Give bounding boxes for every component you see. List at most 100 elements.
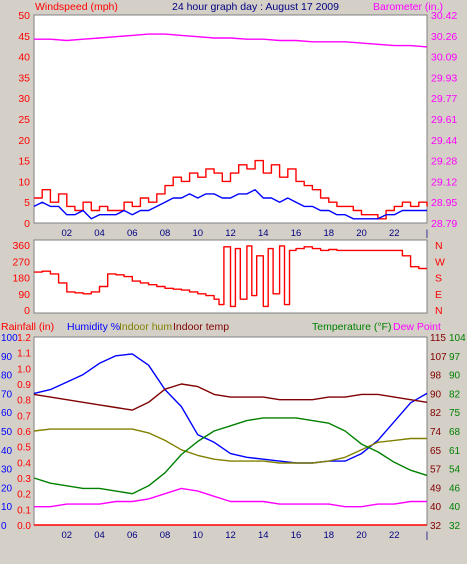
barometer-line	[34, 33, 428, 48]
rainfall-tick-label: 0.5	[17, 443, 31, 454]
windspeed-tick-label: 25	[18, 114, 30, 126]
barometer-tick-label: 28.79	[431, 218, 457, 230]
panel-wind-plot-area	[33, 14, 428, 224]
panel-wind-barometer: Windspeed (mph) 24 hour graph day : Augu…	[18, 1, 457, 239]
humidity-tick-label: 40	[1, 446, 13, 457]
humidity-tick-label: 0	[1, 521, 7, 532]
temperature-axis-label: Temperature (°F)	[312, 321, 391, 333]
x-tick-label: 20	[356, 530, 367, 541]
rainfall-tick-label: 0.9	[17, 380, 31, 391]
x-tick-label: 22	[389, 228, 400, 239]
x-tick-label: 18	[323, 228, 334, 239]
indoor-temp-tick-label: 90	[430, 389, 442, 400]
humidity-line	[33, 353, 428, 464]
x-tick-label: 06	[127, 530, 138, 541]
humidity-axis-label: Humidity %	[67, 321, 120, 333]
barometer-tick-label: 28.95	[431, 197, 457, 209]
windspeed-tick-label: 5	[24, 197, 30, 209]
temperature-tick-label: 54	[449, 465, 461, 476]
windspeed-tick-label: 15	[18, 156, 30, 168]
indoor-temp-axis-label: Indoor temp	[173, 321, 229, 333]
indoor-temp-tick-label: 40	[430, 502, 442, 513]
temperature-tick-label: 104	[449, 333, 466, 344]
windspeed-line	[34, 159, 428, 220]
humidity-tick-label: 50	[1, 427, 13, 438]
direction-tick-labels: 360 270 180 90 0	[12, 240, 30, 317]
indoor-temp-tick-label: 98	[430, 371, 442, 382]
x-tick-label: 22	[389, 530, 400, 541]
humidity-tick-label: 70	[1, 389, 13, 400]
chart-title: 24 hour graph day : August 17 2009	[172, 1, 339, 13]
temperature-tick-label: 40	[449, 502, 461, 513]
barometer-axis-label: Barometer (in.)	[373, 1, 443, 13]
panel-temp-x-tick-labels: 02 04 06 08 10 12 14 16 18 20 22 |	[61, 530, 428, 541]
x-tick-label: 12	[225, 228, 236, 239]
x-tick-label: 18	[323, 530, 334, 541]
indoor-temp-tick-label: 65	[430, 446, 442, 457]
windspeed-tick-label: 20	[18, 135, 30, 147]
indoor-hum-axis-label: Indoor hum	[119, 321, 172, 333]
humidity-tick-label: 100	[1, 333, 18, 344]
x-tick-label: 14	[258, 530, 269, 541]
rainfall-axis-label: Rainfall (in)	[1, 321, 54, 333]
compass-letter: N	[435, 240, 443, 252]
dew-point-line	[34, 487, 427, 508]
rainfall-tick-label: 0.3	[17, 474, 31, 485]
rainfall-tick-label: 0.1	[17, 505, 31, 516]
indoor-temp-tick-label: 74	[430, 427, 442, 438]
x-tick-label: 08	[160, 530, 171, 541]
x-tick-label: |	[426, 228, 428, 239]
indoor-temp-tick-label: 49	[430, 483, 442, 494]
temperature-line	[33, 417, 428, 495]
compass-letter: N	[435, 305, 443, 317]
rainfall-tick-label: 0.6	[17, 427, 31, 438]
x-tick-label: 08	[160, 228, 171, 239]
barometer-tick-label: 29.93	[431, 72, 457, 84]
temperature-tick-label: 46	[449, 483, 461, 494]
direction-tick-label: 360	[12, 240, 30, 252]
barometer-tick-label: 29.44	[431, 135, 457, 147]
temperature-tick-label: 32	[449, 521, 461, 532]
barometer-tick-labels: 28.79 28.95 29.12 29.28 29.44 29.61 29.77 29.93…	[431, 10, 457, 230]
temperature-tick-label: 68	[449, 427, 461, 438]
direction-tick-label: 90	[18, 289, 30, 301]
x-tick-label: 04	[94, 530, 105, 541]
dew-point-axis-label: Dew Point	[393, 321, 441, 333]
panel-temperature-humidity: Rainfall (in) Humidity % Indoor hum Indo…	[1, 321, 466, 541]
windspeed-tick-label: 30	[18, 93, 30, 105]
rainfall-tick-label: 1.2	[17, 333, 31, 344]
x-tick-label: 10	[192, 530, 203, 541]
panel-wind-series	[33, 33, 428, 220]
panel-temp-tick-labels: 0.0 0.1 0.2 0.3 0.4 0.5 0.6 0.7 0.8 0.9 1.0 1.1 1.2 0…	[1, 333, 466, 532]
windspeed-tick-label: 50	[18, 10, 30, 22]
temperature-tick-label: 61	[449, 446, 461, 457]
rainfall-tick-label: 0.8	[17, 396, 31, 407]
wind-average-line	[33, 188, 427, 220]
x-tick-label: 10	[192, 228, 203, 239]
barometer-tick-label: 29.12	[431, 176, 457, 188]
windspeed-tick-label: 45	[18, 31, 30, 43]
panel-temp-series	[33, 353, 428, 526]
direction-tick-label: 270	[12, 256, 30, 268]
barometer-tick-label: 29.77	[431, 93, 457, 105]
barometer-tick-label: 30.42	[431, 10, 457, 22]
windspeed-axis-label: Windspeed (mph)	[35, 1, 118, 13]
x-tick-label: 02	[61, 228, 72, 239]
x-tick-label: 04	[94, 228, 105, 239]
humidity-tick-label: 60	[1, 408, 13, 419]
wind-direction-line	[34, 245, 427, 308]
direction-tick-label: 0	[24, 305, 30, 317]
indoor-temp-tick-label: 107	[430, 352, 447, 363]
x-tick-label: 20	[356, 228, 367, 239]
x-tick-label: 12	[225, 530, 236, 541]
indoor-temp-tick-label: 82	[430, 408, 442, 419]
rainfall-tick-label: 1.1	[17, 349, 31, 360]
temperature-tick-label: 97	[449, 352, 461, 363]
windspeed-tick-label: 40	[18, 52, 30, 64]
rainfall-tick-label: 0.4	[17, 458, 31, 469]
windspeed-tick-label: 35	[18, 72, 30, 84]
